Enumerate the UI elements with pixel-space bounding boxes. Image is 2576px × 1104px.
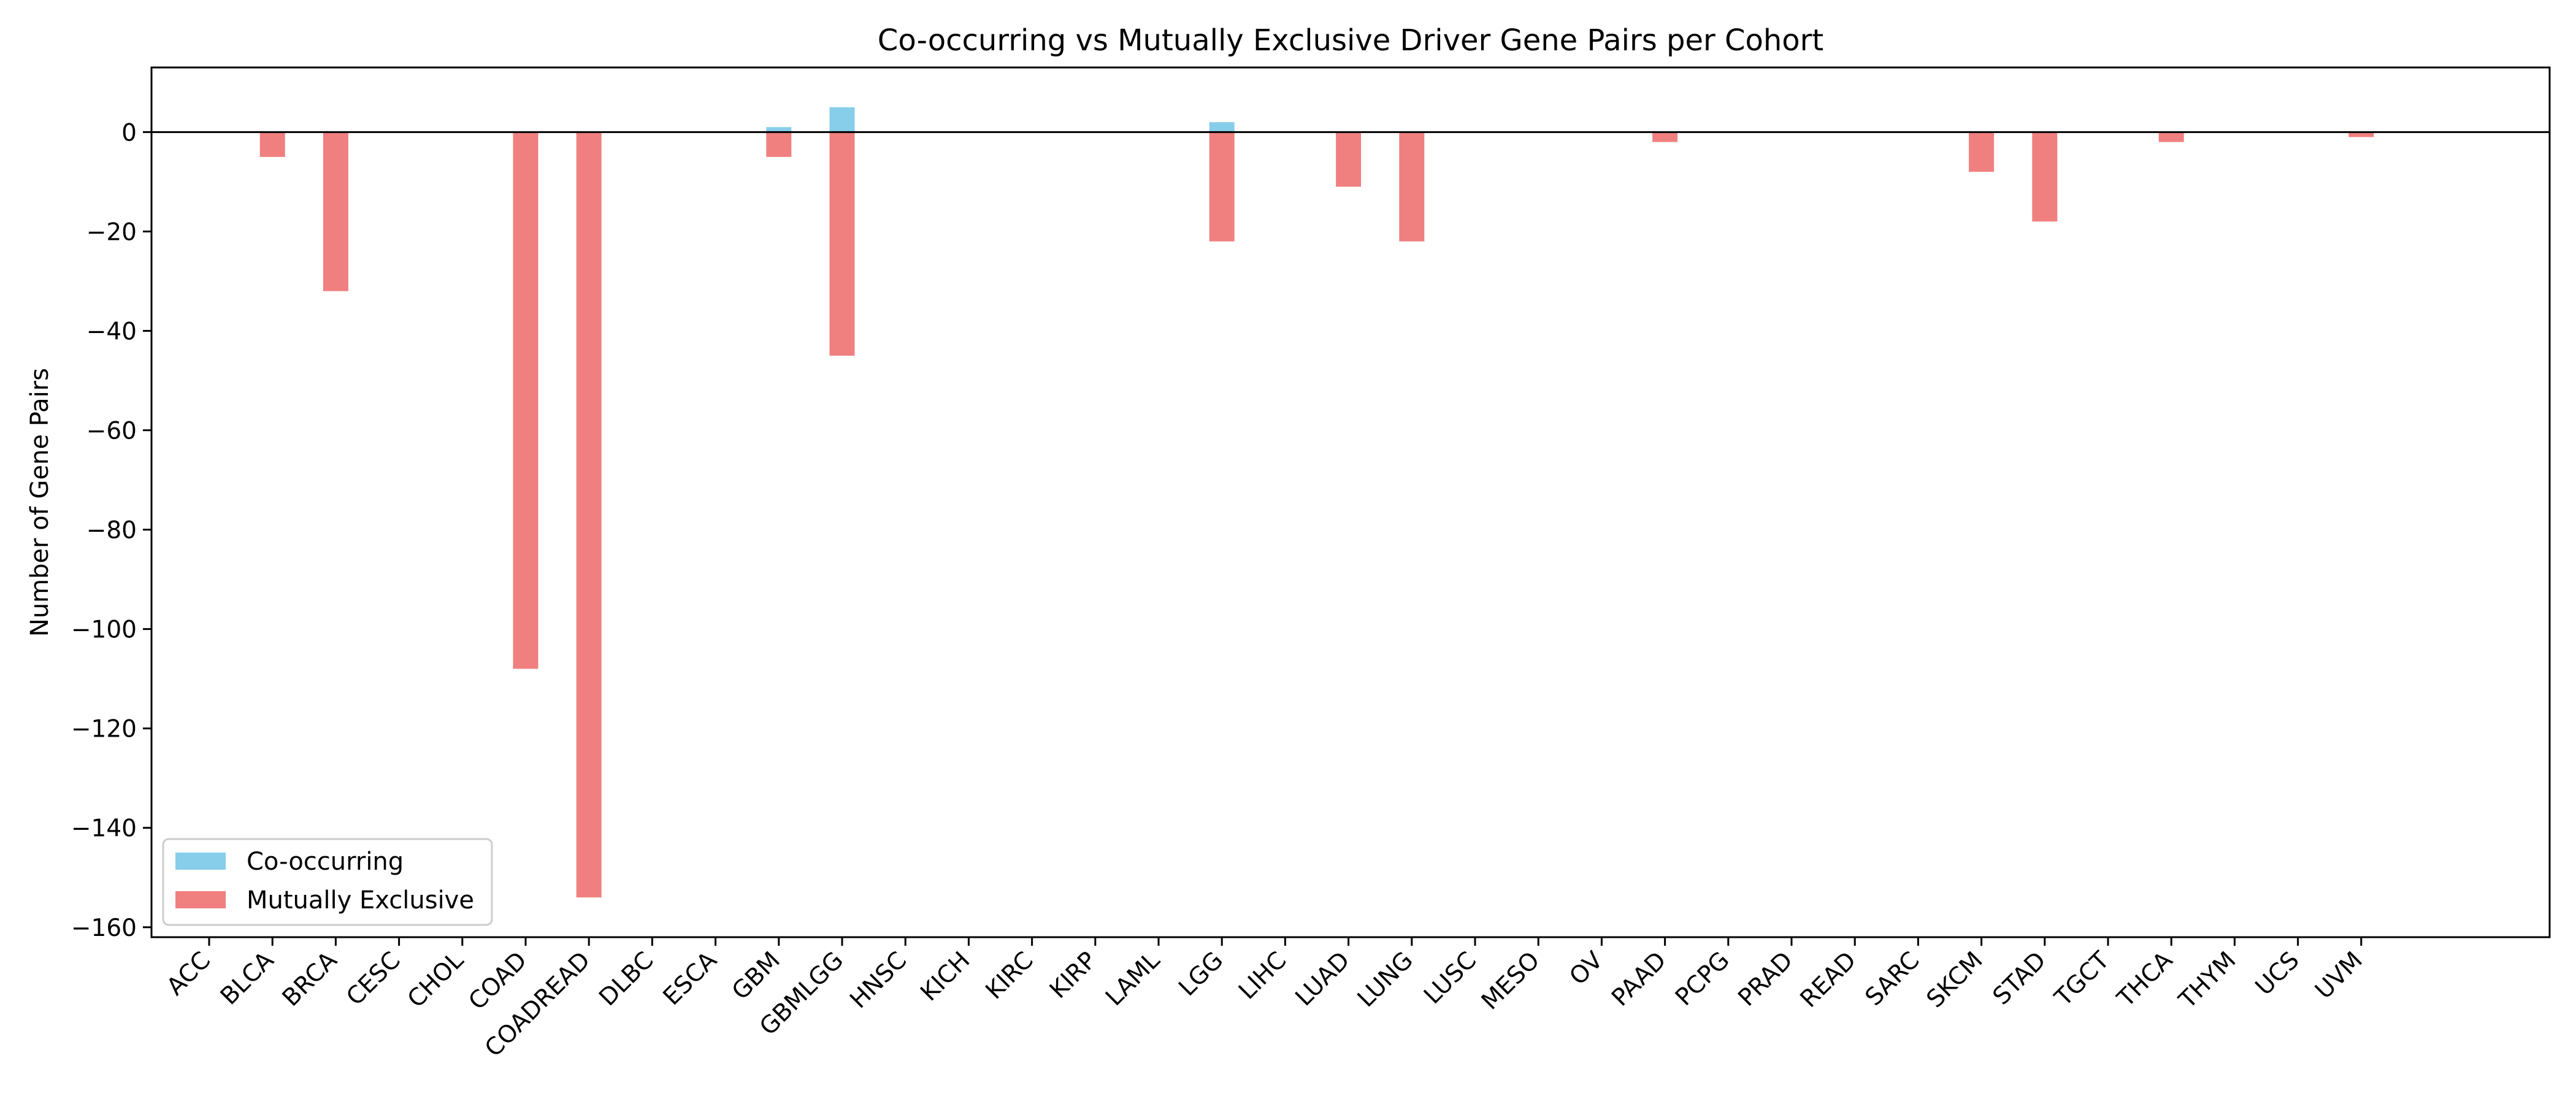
x-tick-label: SARC [1860,946,1925,1011]
x-tick-label: UCS [2250,946,2305,1001]
x-tick-label: KIRP [1045,946,1102,1004]
x-tick-label: THCA [2112,946,2178,1013]
y-tick-label: −40 [86,318,137,345]
x-tick-label: PAAD [1606,946,1671,1011]
bar-mutually-exclusive-coad [513,132,539,669]
x-tick-label: STAD [1988,946,2052,1010]
x-tick-label: HNSC [845,946,912,1014]
legend-label-mutually-exclusive: Mutually Exclusive [247,886,474,914]
bar-co-occurring-gbm [766,127,792,132]
x-tick-label: SKCM [1922,946,1988,1013]
x-tick-label: PRAD [1733,946,1798,1012]
bar-mutually-exclusive-paad [1652,132,1678,142]
y-axis-ticks: 0 −20 −40 −60 −80 −100 −120 −140 −160 [71,119,151,942]
x-tick-label: ESCA [658,946,723,1011]
x-tick-label: KIRC [981,946,1039,1005]
bar-mutually-exclusive-luad [1336,132,1362,187]
x-tick-label: GBM [727,946,786,1005]
x-tick-label: BLCA [215,946,279,1010]
x-tick-label: LUNG [1352,946,1419,1013]
bar-mutually-exclusive-gbm [766,132,792,157]
y-tick-label: 0 [121,119,137,147]
x-tick-label: LAML [1100,946,1165,1011]
x-tick-label: LGG [1173,946,1229,1002]
legend: Co-occurring Mutually Exclusive [162,838,493,926]
y-tick-label: −140 [71,815,137,843]
y-tick-label: −120 [71,716,137,743]
bar-mutually-exclusive-brca [323,132,348,291]
legend-swatch-mutually-exclusive [175,891,226,908]
x-tick-label: READ [1795,946,1862,1013]
bar-mutually-exclusive-coadread [576,132,602,898]
y-tick-label: −60 [86,418,137,445]
x-tick-label: DLBC [594,946,659,1011]
chart-title: Co-occurring vs Mutually Exclusive Drive… [878,23,1823,58]
y-tick-label: −160 [71,914,137,942]
bar-mutually-exclusive-skcm [1969,132,1995,172]
bar-mutually-exclusive-lgg [1209,132,1235,242]
bar-mutually-exclusive-uvm [2348,132,2374,137]
bar-mutually-exclusive-lung [1399,132,1425,242]
x-tick-label: LIHC [1233,946,1292,1005]
x-tick-label: ACC [161,946,216,1001]
plot-frame [150,66,2551,938]
bar-co-occurring-lgg [1209,122,1235,132]
y-tick-label: −80 [86,517,137,545]
x-tick-label: LUSC [1419,946,1482,1010]
x-tick-label: KICH [915,946,975,1006]
bar-mutually-exclusive-gbmlgg [829,132,855,356]
legend-swatch-co-occurring [175,853,226,870]
bar-mutually-exclusive-stad [2032,132,2058,222]
x-tick-label: BRCA [277,946,343,1012]
bars-layer [259,107,2374,898]
bar-mutually-exclusive-thca [2158,132,2184,142]
legend-box [162,838,493,926]
y-tick-label: −100 [71,616,137,644]
y-tick-label: −20 [86,218,137,246]
x-tick-label: THYM [2174,946,2242,1014]
x-tick-label: CESC [341,946,405,1011]
y-axis-label: Number of Gene Pairs [26,368,54,637]
x-tick-label: LUAD [1290,946,1355,1011]
legend-label-co-occurring: Co-occurring [247,848,404,876]
x-tick-label: TGCT [2049,946,2115,1012]
x-tick-label: OV [1565,946,1609,991]
x-tick-label: CHOL [402,946,469,1013]
x-tick-label: UVM [2310,946,2368,1005]
x-tick-label: PCPG [1670,946,1735,1011]
x-tick-label: MESO [1476,946,1545,1015]
bar-co-occurring-gbmlgg [829,107,855,132]
bar-mutually-exclusive-blca [259,132,285,157]
